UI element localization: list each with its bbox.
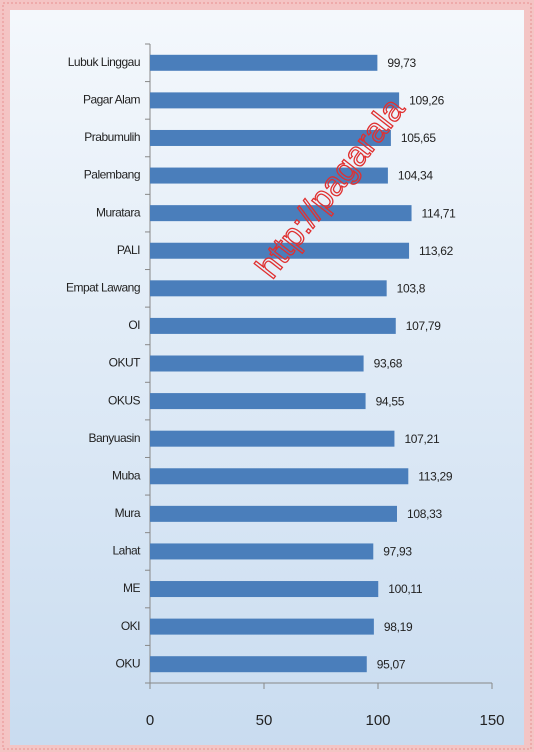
- bar: [150, 505, 397, 522]
- bar: [150, 393, 366, 410]
- value-label: 98,19: [384, 620, 413, 634]
- value-label: 105,65: [401, 131, 437, 145]
- bar: [150, 430, 395, 447]
- value-label: 103,8: [397, 281, 426, 295]
- value-label: 109,26: [409, 94, 445, 108]
- bar: [150, 543, 374, 560]
- value-label: 114,71: [422, 206, 457, 220]
- x-tick-label: 100: [365, 712, 390, 729]
- y-tick-label: Palembang: [84, 168, 140, 182]
- y-tick-label: Empat Lawang: [66, 280, 140, 294]
- bar: [150, 656, 367, 673]
- x-tick-label: 150: [479, 712, 504, 729]
- value-label: 107,79: [406, 319, 442, 333]
- y-tick-label: OKUT: [109, 356, 142, 370]
- y-tick-label: PALI: [117, 243, 140, 257]
- value-label: 94,55: [376, 394, 405, 408]
- bar: [150, 317, 396, 334]
- value-label: 113,62: [419, 244, 454, 258]
- value-label: 93,68: [374, 357, 403, 371]
- y-tick-label: Banyuasin: [88, 431, 140, 445]
- bar: [150, 468, 409, 485]
- y-tick-label: OI: [128, 318, 140, 332]
- bar: [150, 92, 400, 109]
- y-tick-label: ME: [123, 581, 140, 595]
- x-tick-label: 50: [256, 712, 273, 729]
- chart-background: [10, 10, 524, 745]
- y-tick-label: Muratara: [96, 205, 141, 219]
- value-label: 100,11: [388, 582, 423, 596]
- y-tick-label: OKU: [115, 656, 140, 670]
- value-label: 97,93: [383, 545, 412, 559]
- y-tick-label: Lahat: [112, 544, 141, 558]
- bar: [150, 618, 374, 635]
- value-label: 95,07: [377, 657, 406, 671]
- y-tick-label: OKUS: [108, 393, 141, 407]
- value-label: 104,34: [398, 169, 434, 183]
- bar: [150, 280, 387, 297]
- bar: [150, 54, 378, 71]
- value-label: 113,29: [418, 469, 453, 483]
- value-label: 107,21: [404, 432, 440, 446]
- value-label: 99,73: [387, 56, 416, 70]
- y-tick-label: Lubuk Linggau: [68, 55, 140, 69]
- y-tick-label: Muba: [112, 468, 141, 482]
- value-label: 108,33: [407, 507, 443, 521]
- bar: [150, 581, 379, 598]
- bar: [150, 167, 388, 184]
- y-tick-label: Prabumulih: [84, 130, 140, 144]
- bar: [150, 242, 410, 259]
- bar: [150, 205, 412, 222]
- y-tick-label: Pagar Alam: [83, 93, 141, 107]
- y-tick-label: OKI: [121, 619, 140, 633]
- bar: [150, 129, 391, 146]
- bar: [150, 355, 364, 372]
- y-tick-label: Mura: [115, 506, 141, 520]
- x-tick-label: 0: [146, 712, 154, 729]
